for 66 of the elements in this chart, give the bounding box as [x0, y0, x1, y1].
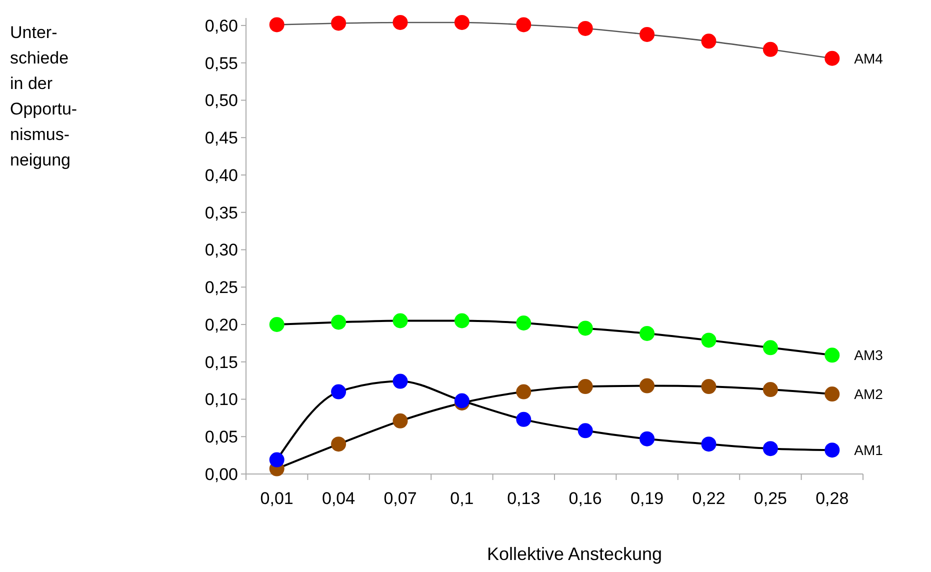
x-tick-label: 0,07	[384, 489, 417, 508]
y-tick-label: 0,50	[204, 91, 238, 110]
y-tick-label: 0,60	[204, 16, 238, 36]
x-axis-title: Kollektive Ansteckung	[486, 544, 662, 564]
point	[269, 316, 284, 332]
point	[516, 412, 532, 427]
point	[640, 431, 655, 446]
point	[824, 50, 840, 66]
y-tick-label: 0,55	[204, 54, 238, 73]
series-label: AM3	[854, 347, 884, 364]
y-tick-label: 0,45	[204, 128, 238, 148]
point	[701, 379, 716, 394]
point	[331, 436, 346, 452]
y-tick-label: 0,20	[204, 315, 238, 334]
point	[640, 326, 655, 341]
series-label: AM2	[854, 386, 884, 402]
point	[762, 382, 778, 398]
x-tick-label: 0,1	[450, 489, 474, 508]
point	[578, 379, 593, 394]
x-tick-label: 0,22	[692, 489, 726, 508]
point	[701, 34, 716, 49]
text: Unter- schiede in der Opportu- nismus- neigung	[10, 23, 78, 170]
series-label: AM1	[854, 442, 884, 458]
point	[578, 423, 593, 438]
point	[701, 436, 716, 452]
series-label: AM4	[854, 50, 884, 66]
point	[824, 348, 840, 363]
x-tick-label: 0,19	[630, 489, 664, 508]
point	[762, 441, 778, 456]
y-tick-label: 0,10	[204, 390, 238, 410]
point	[516, 384, 532, 400]
point	[454, 313, 470, 328]
point	[516, 17, 532, 32]
y-tick-label: 0,30	[204, 240, 238, 260]
point	[392, 413, 408, 428]
point	[516, 315, 532, 330]
point	[392, 313, 408, 328]
point	[578, 20, 593, 36]
point	[640, 378, 655, 394]
x-tick-label: 0,13	[507, 489, 540, 508]
y-tick-label: 0,00	[204, 464, 238, 484]
point	[762, 340, 778, 356]
point	[824, 442, 840, 458]
point	[269, 452, 284, 468]
point	[331, 16, 346, 31]
point	[392, 374, 408, 389]
point	[578, 320, 593, 336]
y-tick-label: 0,25	[204, 278, 238, 298]
x-tick-label: 0,16	[568, 489, 602, 508]
x-tick-label: 0,01	[260, 489, 294, 508]
y-tick-label: 0,35	[204, 203, 238, 222]
y-tick-label: 0,40	[204, 166, 238, 185]
point	[392, 14, 408, 30]
point	[640, 26, 655, 42]
y-tick-label: 0,15	[204, 352, 238, 372]
x-tick-label: 0,25	[754, 489, 787, 508]
point	[454, 14, 470, 30]
x-tick-label: 0,04	[322, 489, 356, 508]
point	[331, 314, 346, 330]
point	[701, 332, 716, 348]
point	[762, 42, 778, 57]
y-tick-label: 0,05	[204, 428, 238, 447]
point	[824, 386, 840, 402]
point	[269, 17, 284, 32]
point	[331, 384, 346, 400]
x-tick-label: 0,28	[816, 489, 849, 508]
